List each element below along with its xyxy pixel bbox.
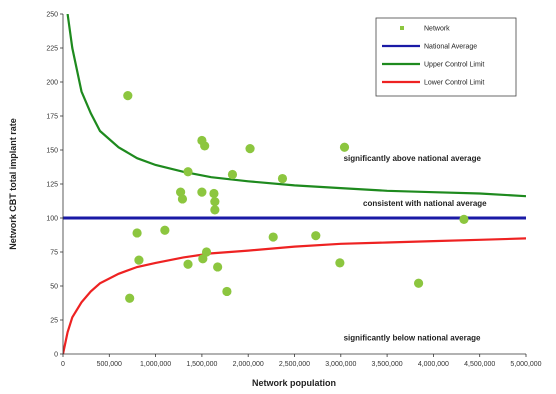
network-point xyxy=(335,258,345,268)
network-point xyxy=(123,91,133,101)
x-tick-label: 3,500,000 xyxy=(372,361,403,368)
legend: Network National Average Upper Control Lim… xyxy=(375,17,517,97)
network-point xyxy=(183,167,193,177)
y-tick-label: 200 xyxy=(46,80,58,87)
annotations: significantly above national average cons… xyxy=(344,154,488,343)
y-tick-label: 50 xyxy=(50,284,58,291)
network-point xyxy=(210,197,220,207)
x-axis-ticks: 0 500,000 1,000,000 1,500,000 2,000,000 2,500… xyxy=(61,354,542,368)
x-tick-label: 4,000,000 xyxy=(418,361,449,368)
network-points xyxy=(123,91,469,303)
network-point xyxy=(227,169,238,180)
legend-marker xyxy=(400,26,404,30)
annotation-label: consistent with national average xyxy=(363,199,487,208)
y-tick-label: 75 xyxy=(50,250,58,257)
network-point xyxy=(125,293,135,303)
network-point xyxy=(160,225,170,235)
x-tick-label: 1,500,000 xyxy=(186,361,217,368)
series-lines xyxy=(63,14,526,354)
network-point xyxy=(268,232,278,242)
network-point xyxy=(413,278,424,288)
network-point xyxy=(197,187,207,197)
legend-label: Lower Control Limit xyxy=(424,80,484,87)
legend-label: National Average xyxy=(424,44,477,51)
legend-label: Network xyxy=(424,26,450,33)
x-tick-label: 0 xyxy=(61,361,65,368)
legend-label: Upper Control Limit xyxy=(424,62,484,69)
annotation-label: significantly below national average xyxy=(344,333,481,342)
network-point xyxy=(209,188,219,199)
x-tick-label: 2,500,000 xyxy=(279,361,310,368)
y-tick-label: 225 xyxy=(46,46,58,53)
network-point xyxy=(311,231,321,241)
y-tick-label: 175 xyxy=(46,114,58,121)
annotation-label: significantly above national average xyxy=(344,154,482,163)
network-point xyxy=(183,259,193,269)
network-point xyxy=(459,214,469,224)
network-point xyxy=(277,173,288,184)
network-point xyxy=(198,254,208,264)
y-tick-label: 250 xyxy=(46,12,58,19)
x-tick-label: 5,000,000 xyxy=(510,361,541,368)
y-axis-ticks: 0 25 50 75 100 125 150 175 200 225 250 xyxy=(46,12,63,359)
y-tick-label: 0 xyxy=(54,352,58,359)
network-point xyxy=(210,205,220,215)
network-point xyxy=(222,286,232,297)
x-tick-label: 2,000,000 xyxy=(233,361,264,368)
y-tick-label: 125 xyxy=(46,182,58,189)
network-point xyxy=(200,141,210,151)
x-axis-title: Network population xyxy=(252,378,336,388)
lower-control-limit-line xyxy=(63,237,526,354)
network-point xyxy=(213,262,223,272)
network-point xyxy=(177,194,188,204)
network-point xyxy=(245,144,255,154)
y-tick-label: 25 xyxy=(50,318,58,325)
upper-control-limit-line xyxy=(66,14,526,198)
network-point xyxy=(132,228,142,238)
x-tick-label: 1,000,000 xyxy=(140,361,171,368)
network-point xyxy=(201,247,212,257)
x-tick-label: 3,000,000 xyxy=(325,361,356,368)
network-point xyxy=(339,142,350,152)
plot-area: 0 25 50 75 100 125 150 175 200 225 250 0 500,000 1,0… xyxy=(46,12,541,369)
y-axis-title: Network CBT total implant rate xyxy=(8,118,18,250)
x-tick-label: 4,500,000 xyxy=(464,361,495,368)
y-tick-label: 150 xyxy=(46,148,58,155)
y-tick-label: 100 xyxy=(46,216,58,223)
x-tick-label: 500,000 xyxy=(97,361,122,368)
network-point xyxy=(134,255,144,265)
